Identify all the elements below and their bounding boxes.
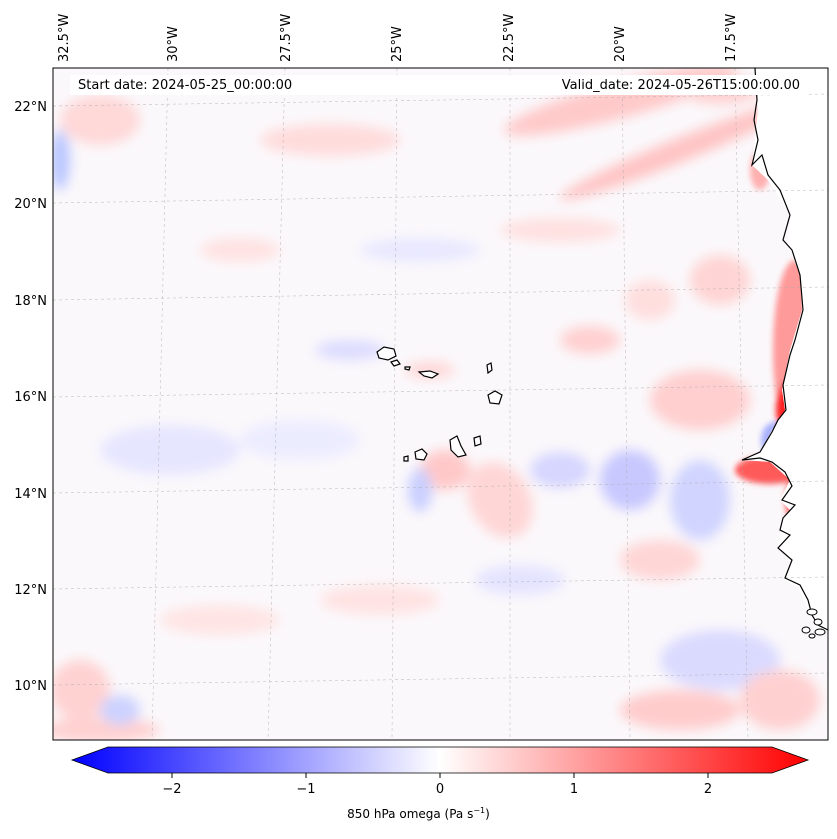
left-lat-labels: 22°N 20°N 18°N 16°N 14°N 12°N 10°N <box>14 100 47 694</box>
island-santa-luzia <box>404 366 411 371</box>
lon-label: 17.5°W <box>724 14 739 62</box>
lon-label: 20°W <box>613 26 628 62</box>
top-lon-labels: 32.5°W 30°W 27.5°W 25°W 22.5°W 20°W 17.5… <box>57 14 739 62</box>
cape-verde-islands <box>376 346 503 462</box>
lat-label: 20°N <box>14 197 47 212</box>
valid-date-label: Valid_date: 2024-05-26T15:00:00.00 <box>557 77 804 94</box>
lat-label: 16°N <box>14 390 47 405</box>
map-frame <box>52 67 829 741</box>
colorbar-label-exponent: −1 <box>473 806 486 815</box>
island-santo-antao <box>376 346 397 361</box>
lat-label: 12°N <box>14 583 47 598</box>
colorbar-tick-label: −1 <box>296 782 315 797</box>
lat-label: 22°N <box>14 100 47 115</box>
lon-label: 25°W <box>390 26 405 62</box>
lat-label: 10°N <box>14 679 47 694</box>
island-santiago <box>449 435 467 458</box>
lon-label: 27.5°W <box>279 14 294 62</box>
colorbar-tick-labels: −2 −1 0 1 2 <box>162 782 712 797</box>
omega-field <box>53 68 820 740</box>
colorbar-label: 850 hPa omega (Pa s−1) <box>0 806 837 821</box>
island-boa-vista <box>487 390 503 405</box>
colorbar: −2 −1 0 1 2 <box>70 746 810 797</box>
map-panel <box>53 68 828 740</box>
africa-land <box>742 68 828 630</box>
island-sao-nicolau <box>417 370 440 379</box>
colorbar-tick-label: 0 <box>436 782 444 797</box>
colorbar-tick-label: −2 <box>162 782 181 797</box>
bissagos-islands <box>801 608 826 639</box>
lon-label: 30°W <box>166 26 181 62</box>
island-fogo <box>414 448 428 461</box>
gridlines <box>53 68 828 740</box>
africa-coastline <box>741 68 828 631</box>
lon-label: 22.5°W <box>502 14 517 62</box>
island-sao-vicente <box>390 359 401 367</box>
colorbar-bar <box>70 746 810 774</box>
lon-label: 32.5°W <box>57 14 72 62</box>
lat-label: 14°N <box>14 487 47 502</box>
colorbar-tick-label: 1 <box>570 782 578 797</box>
island-brava <box>403 455 409 462</box>
colorbar-label-text: 850 hPa omega (Pa s <box>347 807 474 821</box>
lat-label: 18°N <box>14 294 47 309</box>
start-date-label: Start date: 2024-05-25_00:00:00 <box>74 77 297 94</box>
colorbar-tick-label: 2 <box>704 782 712 797</box>
island-sal <box>486 362 493 375</box>
colorbar-ticks <box>171 773 709 778</box>
island-maio <box>473 435 482 447</box>
colorbar-label-close: ) <box>485 807 490 821</box>
